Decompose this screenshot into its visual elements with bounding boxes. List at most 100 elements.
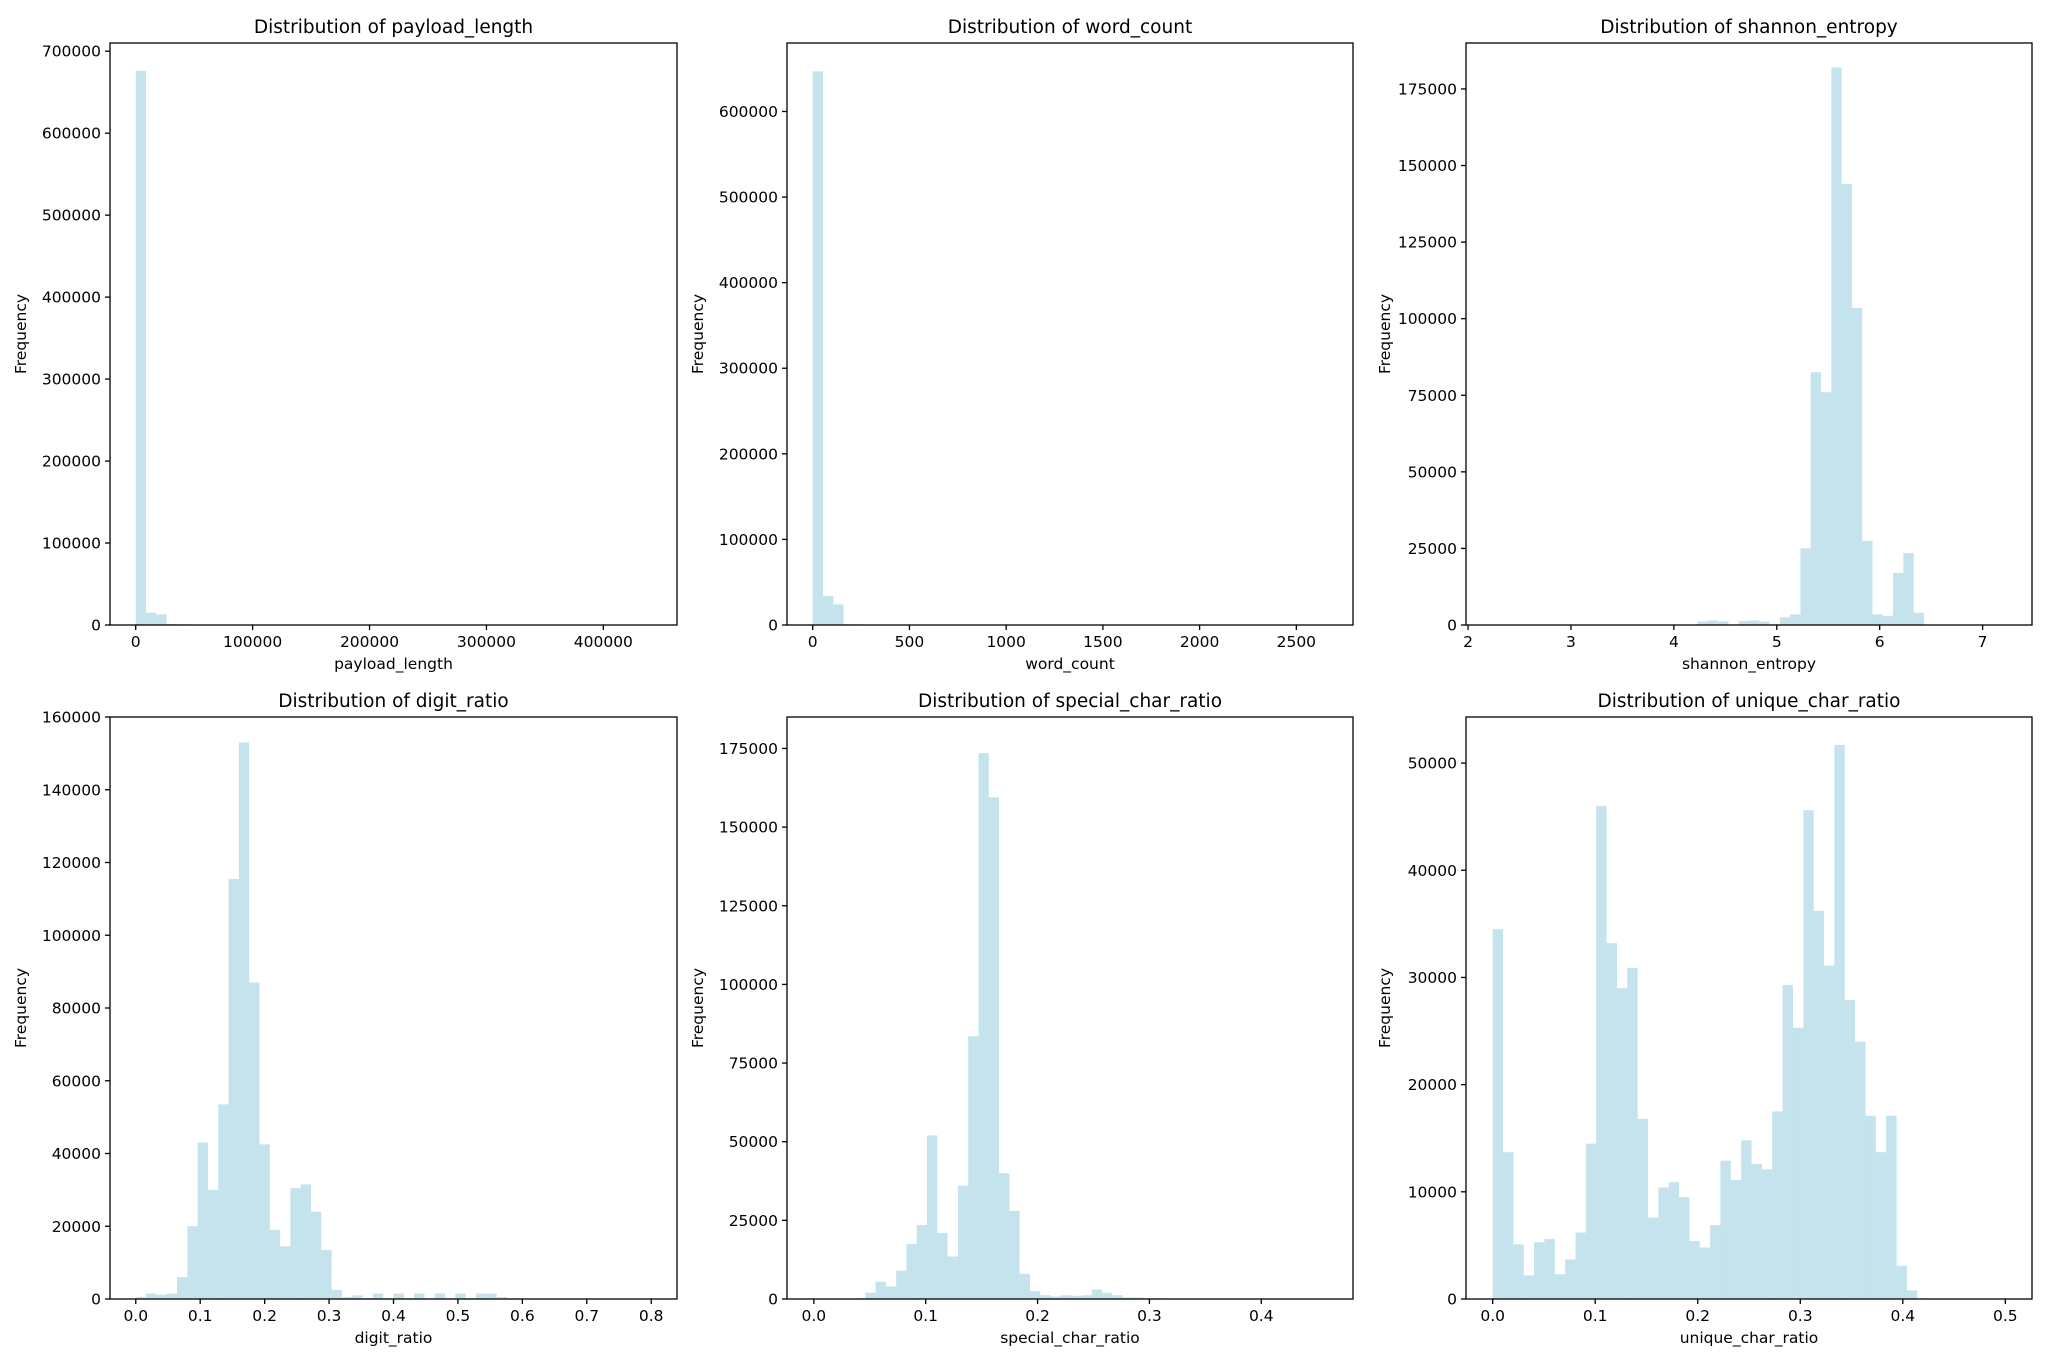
payload-ytick-label-2: 200000 bbox=[42, 453, 101, 471]
word-ytick-label-3: 300000 bbox=[719, 360, 778, 378]
entropy-bar-38 bbox=[1882, 615, 1894, 625]
payload-xtick-label-1: 100000 bbox=[223, 633, 282, 651]
special-bar-23 bbox=[1050, 1296, 1061, 1299]
entropy-ytick-label-1: 25000 bbox=[1408, 540, 1457, 558]
special-bar-22 bbox=[1040, 1295, 1051, 1299]
entropy-title: Distribution of shannon_entropy bbox=[1600, 17, 1898, 38]
unique-bar-35 bbox=[1855, 1041, 1866, 1299]
special-bar-9 bbox=[906, 1243, 917, 1299]
special-bar-11 bbox=[927, 1135, 938, 1299]
word-xtick-label-3: 1500 bbox=[1083, 633, 1122, 651]
word-ytick-label-5: 500000 bbox=[719, 189, 778, 207]
digit-bar-14 bbox=[280, 1246, 291, 1299]
unique-xlabel: unique_char_ratio bbox=[1680, 1329, 1819, 1348]
unique-ytick-label-0: 0 bbox=[1447, 1291, 1457, 1309]
special-bar-15 bbox=[968, 1036, 979, 1299]
unique-bar-8 bbox=[1575, 1232, 1586, 1299]
unique-bar-7 bbox=[1565, 1259, 1576, 1299]
word-xlabel: word_count bbox=[1025, 655, 1115, 674]
payload-bar-2 bbox=[156, 614, 167, 625]
word-bar-0 bbox=[812, 71, 824, 626]
digit-bar-2 bbox=[156, 1294, 167, 1299]
payload-axes-frame bbox=[109, 42, 678, 626]
unique-bar-5 bbox=[1544, 1238, 1555, 1299]
entropy-ytick-label-5: 125000 bbox=[1398, 234, 1457, 252]
digit-bar-17 bbox=[311, 1211, 322, 1299]
payload-xlabel: payload_length bbox=[334, 655, 453, 674]
unique-bar-15 bbox=[1648, 1217, 1659, 1299]
special-bar-26 bbox=[1081, 1295, 1092, 1299]
unique-bar-1 bbox=[1503, 1152, 1514, 1299]
unique-bar-36 bbox=[1865, 1115, 1876, 1299]
special-bar-18 bbox=[999, 1173, 1010, 1299]
word-title: Distribution of word_count bbox=[948, 17, 1192, 38]
unique-bar-12 bbox=[1616, 988, 1628, 1299]
payload-xtick-label-4: 400000 bbox=[574, 633, 633, 651]
payload-ytick-label-7: 700000 bbox=[42, 43, 101, 61]
special-bar-16 bbox=[978, 753, 989, 1299]
entropy-axes-frame bbox=[1465, 42, 2033, 626]
unique-bar-38 bbox=[1886, 1115, 1897, 1299]
payload-ytick-label-3: 300000 bbox=[42, 371, 101, 389]
special-ytick-label-4: 100000 bbox=[719, 976, 778, 994]
digit-xlabel: digit_ratio bbox=[355, 1329, 433, 1348]
word-ytick-label-2: 200000 bbox=[719, 445, 778, 463]
unique-bar-28 bbox=[1782, 984, 1793, 1299]
entropy-ytick-label-6: 150000 bbox=[1398, 157, 1457, 175]
entropy-bar-20 bbox=[1697, 621, 1708, 625]
unique-bar-31 bbox=[1813, 911, 1825, 1299]
entropy-bar-33 bbox=[1831, 67, 1842, 625]
digit-xtick-label-5: 0.5 bbox=[446, 1307, 471, 1325]
unique-xtick-label-1: 0.1 bbox=[1583, 1307, 1608, 1325]
special-bar-19 bbox=[1009, 1210, 1020, 1299]
special-bar-24 bbox=[1060, 1295, 1072, 1299]
digit-bar-33 bbox=[475, 1293, 487, 1299]
entropy-ytick-label-0: 0 bbox=[1447, 617, 1457, 635]
digit-ytick-label-8: 160000 bbox=[42, 709, 101, 727]
digit-bar-8 bbox=[218, 1104, 229, 1299]
entropy-bar-31 bbox=[1810, 372, 1822, 625]
entropy-bar-41 bbox=[1913, 612, 1924, 625]
digit-bar-1 bbox=[146, 1293, 157, 1299]
entropy-ytick-label-7: 175000 bbox=[1398, 80, 1457, 98]
unique-bar-9 bbox=[1585, 1143, 1597, 1299]
unique-ytick-label-4: 40000 bbox=[1408, 862, 1457, 880]
digit-ytick-label-7: 140000 bbox=[42, 781, 101, 799]
digit-bar-6 bbox=[197, 1142, 208, 1299]
entropy-bar-24 bbox=[1738, 621, 1749, 625]
entropy-ytick-label-3: 75000 bbox=[1408, 387, 1457, 405]
special-bar-10 bbox=[916, 1225, 928, 1299]
unique-bar-6 bbox=[1554, 1274, 1566, 1299]
word-xtick-label-4: 2000 bbox=[1180, 633, 1219, 651]
digit-ylabel: Frequency bbox=[12, 968, 30, 1048]
subplot-digit: 0.0 0.1 0.2 0.3 0.4 0.5 0.6 0.7 0.8 0 20000 40000 60… bbox=[12, 691, 678, 1348]
digit-bar-5 bbox=[187, 1226, 198, 1299]
unique-bar-4 bbox=[1534, 1242, 1545, 1299]
special-xtick-label-3: 0.3 bbox=[1137, 1307, 1162, 1325]
digit-ytick-label-4: 80000 bbox=[52, 1000, 101, 1018]
digit-ytick-label-6: 120000 bbox=[42, 854, 101, 872]
special-ytick-label-5: 125000 bbox=[719, 897, 778, 915]
payload-xtick-label-2: 200000 bbox=[340, 633, 399, 651]
payload-ytick-label-4: 400000 bbox=[42, 289, 101, 307]
special-bar-12 bbox=[937, 1232, 948, 1299]
unique-bar-11 bbox=[1606, 943, 1617, 1299]
digit-ytick-label-3: 60000 bbox=[52, 1072, 101, 1090]
digit-bar-9 bbox=[228, 878, 239, 1299]
special-ytick-label-1: 25000 bbox=[729, 1212, 778, 1230]
digit-xtick-label-7: 0.7 bbox=[574, 1307, 599, 1325]
subplot-word: 0 500 1000 1500 2000 2500 0 100000 200000 300000 4… bbox=[689, 17, 1354, 674]
unique-bar-23 bbox=[1730, 1180, 1742, 1299]
entropy-bar-40 bbox=[1903, 553, 1914, 625]
digit-bar-13 bbox=[269, 1229, 281, 1299]
entropy-bar-39 bbox=[1893, 572, 1904, 625]
entropy-bar-37 bbox=[1872, 614, 1883, 625]
unique-xtick-label-0: 0.0 bbox=[1480, 1307, 1505, 1325]
digit-bar-19 bbox=[331, 1289, 342, 1299]
unique-bar-25 bbox=[1751, 1163, 1762, 1299]
unique-bar-17 bbox=[1668, 1182, 1680, 1299]
digit-xtick-label-1: 0.1 bbox=[188, 1307, 213, 1325]
digit-bar-27 bbox=[414, 1293, 425, 1299]
entropy-bar-21 bbox=[1707, 620, 1719, 625]
special-ytick-label-0: 0 bbox=[768, 1291, 778, 1309]
